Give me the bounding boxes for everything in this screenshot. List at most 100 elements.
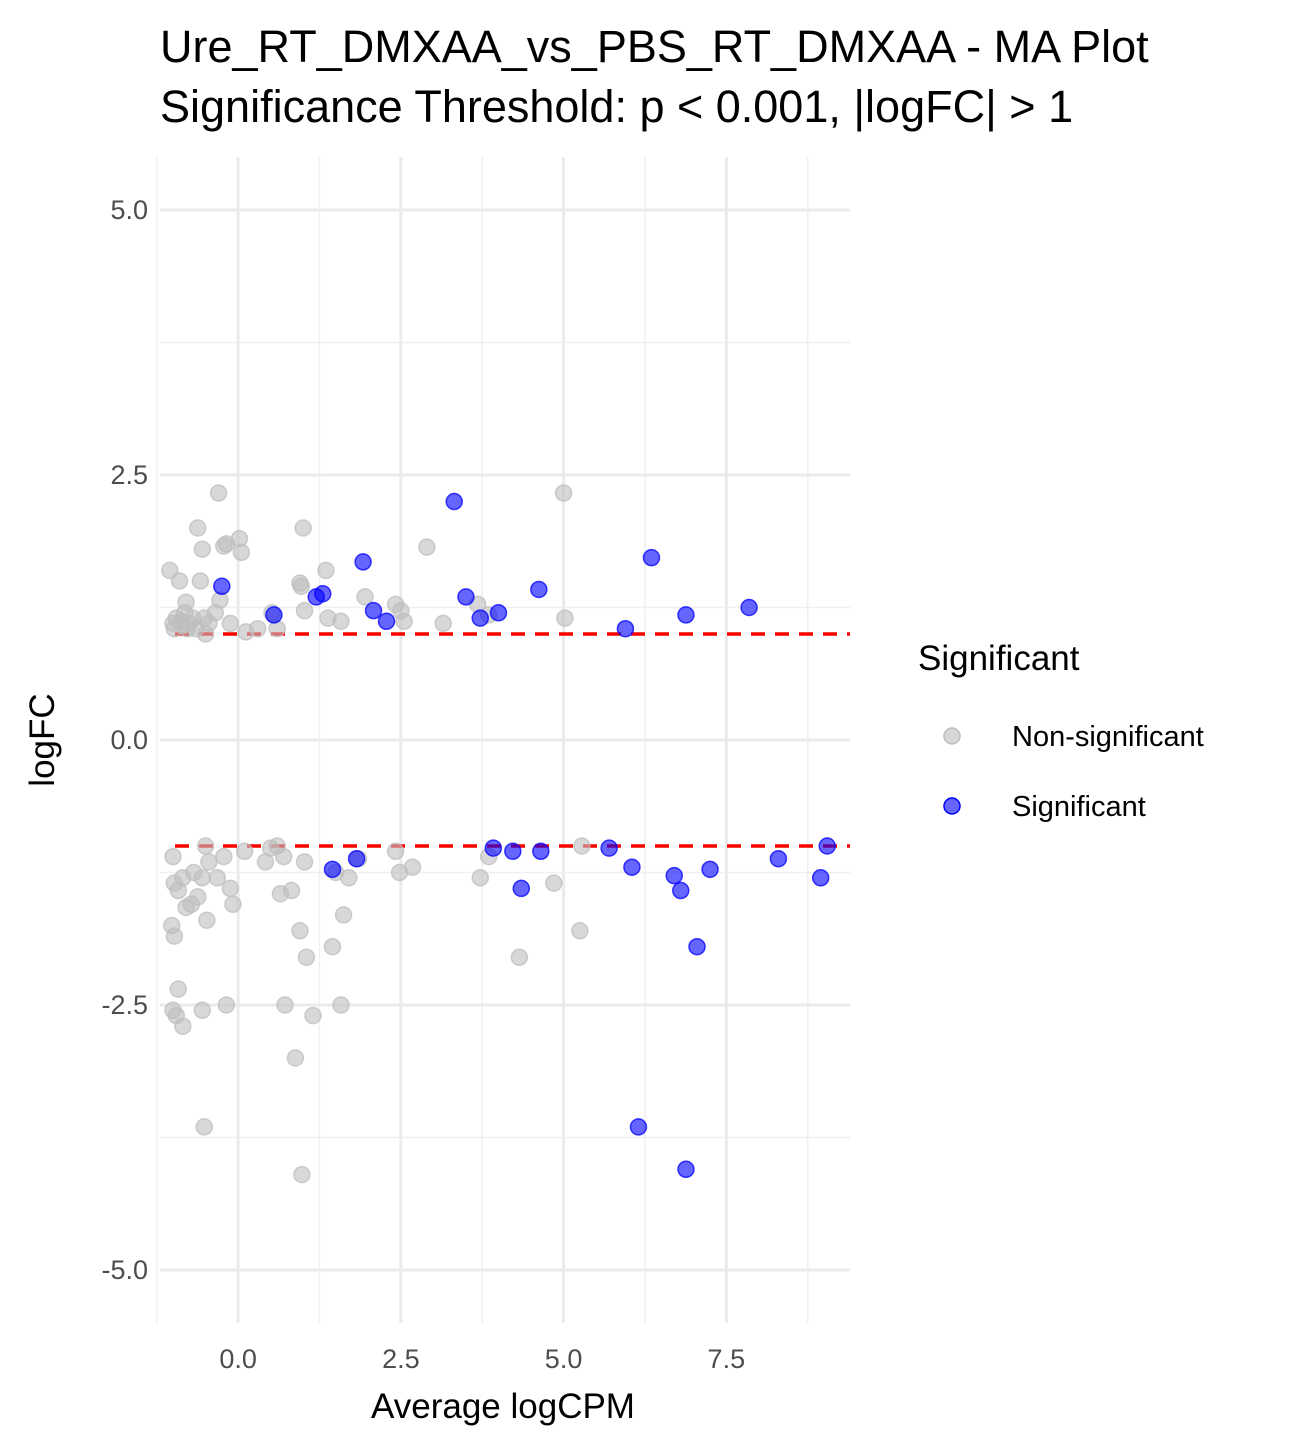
point-non-significant — [189, 888, 207, 906]
point-significant — [740, 598, 758, 617]
chart-title: Ure_RT_DMXAA_vs_PBS_RT_DMXAA - MA Plot — [160, 21, 1149, 72]
legend-title: Significant — [918, 639, 1080, 678]
point-significant — [677, 606, 695, 624]
point-non-significant — [510, 948, 529, 967]
point-significant — [213, 577, 231, 596]
point-non-significant — [164, 1001, 182, 1020]
point-non-significant — [356, 588, 374, 606]
point-significant — [818, 837, 836, 855]
point-non-significant — [295, 601, 314, 620]
point-significant — [642, 548, 661, 567]
point-non-significant — [215, 847, 233, 866]
point-non-significant — [317, 561, 335, 580]
point-significant — [323, 860, 342, 879]
axis-ticks: 0.0 2.5 5.0 7.5 -5.0 -2.5 0.0 2.5 5.0 — [101, 195, 745, 1374]
y-tick-label: -5.0 — [101, 1255, 148, 1285]
y-tick-label: -2.5 — [101, 990, 148, 1020]
point-non-significant — [248, 619, 267, 638]
point-significant — [616, 619, 635, 638]
point-non-significant — [282, 881, 301, 900]
point-significant — [677, 1160, 695, 1179]
point-non-significant — [304, 1006, 322, 1025]
point-significant — [665, 866, 683, 885]
chart-subtitle: Significance Threshold: p < 0.001, |logF… — [160, 81, 1073, 132]
point-non-significant — [195, 1118, 214, 1136]
point-significant — [347, 849, 366, 868]
point-non-significant — [193, 1001, 212, 1020]
point-significant — [265, 606, 283, 624]
legend-swatch-non-significant — [943, 727, 961, 745]
x-tick-label: 7.5 — [708, 1344, 746, 1374]
point-non-significant — [193, 540, 212, 558]
point-non-significant — [174, 1017, 192, 1035]
legend-label-significant: Significant — [1012, 791, 1146, 823]
point-non-significant — [294, 519, 312, 537]
point-significant — [629, 1118, 648, 1136]
point-non-significant — [556, 609, 574, 627]
point-non-significant — [545, 874, 563, 892]
y-tick-label: 5.0 — [110, 195, 148, 225]
point-significant — [701, 860, 719, 879]
point-non-significant — [395, 612, 413, 631]
x-tick-label: 2.5 — [382, 1344, 420, 1374]
point-non-significant — [297, 948, 316, 967]
point-non-significant — [293, 1165, 311, 1184]
point-non-significant — [170, 572, 189, 590]
x-axis-title: Average logCPM — [371, 1387, 635, 1426]
point-non-significant — [164, 847, 182, 866]
point-significant — [489, 604, 508, 622]
point-non-significant — [418, 538, 436, 556]
point-significant — [530, 580, 548, 599]
point-significant — [811, 869, 830, 887]
point-non-significant — [471, 869, 490, 887]
point-non-significant — [221, 879, 240, 898]
point-significant — [769, 849, 788, 868]
point-non-significant — [276, 996, 294, 1014]
point-significant — [313, 584, 332, 603]
point-significant — [688, 937, 706, 956]
legend-label-non-significant: Non-significant — [1012, 721, 1204, 753]
point-non-significant — [161, 561, 179, 580]
point-non-significant — [232, 543, 251, 562]
point-non-significant — [554, 484, 573, 502]
point-non-significant — [165, 927, 184, 945]
point-non-significant — [221, 614, 240, 633]
point-significant — [377, 612, 396, 631]
point-non-significant — [177, 593, 195, 611]
y-tick-label: 2.5 — [110, 460, 148, 490]
point-non-significant — [332, 612, 350, 631]
point-non-significant — [403, 858, 422, 876]
point-significant — [532, 842, 550, 861]
point-non-significant — [571, 922, 589, 940]
legend-swatch-significant — [943, 797, 961, 815]
point-significant — [457, 588, 475, 606]
point-non-significant — [193, 869, 212, 887]
point-non-significant — [295, 853, 314, 871]
y-tick-label: 0.0 — [110, 725, 148, 755]
point-non-significant — [334, 906, 353, 924]
point-non-significant — [340, 869, 358, 887]
point-non-significant — [198, 911, 216, 929]
point-non-significant — [434, 614, 452, 633]
point-non-significant — [291, 922, 309, 940]
y-axis-title: logFC — [23, 693, 62, 786]
point-significant — [484, 839, 503, 857]
point-non-significant — [235, 842, 254, 861]
point-non-significant — [573, 837, 591, 855]
point-non-significant — [286, 1049, 305, 1067]
point-non-significant — [191, 572, 210, 590]
legend: Significant Non-significant Significant — [918, 639, 1204, 823]
point-significant — [504, 842, 522, 861]
point-significant — [471, 609, 490, 627]
point-non-significant — [386, 842, 405, 861]
point-non-significant — [169, 980, 187, 998]
point-non-significant — [208, 869, 227, 887]
point-non-significant — [323, 937, 342, 956]
point-significant — [623, 858, 641, 876]
point-non-significant — [200, 853, 218, 871]
point-non-significant — [196, 837, 215, 855]
plot-grid — [155, 157, 850, 1323]
point-significant — [354, 553, 372, 571]
point-non-significant — [274, 847, 293, 866]
